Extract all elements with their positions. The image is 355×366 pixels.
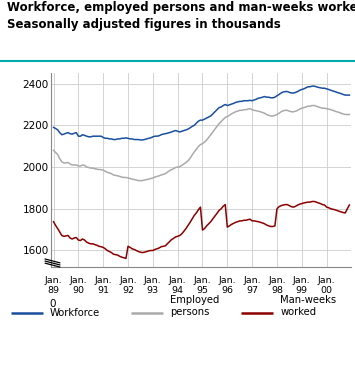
Text: Jan.: Jan. xyxy=(169,276,186,285)
Text: Jan.: Jan. xyxy=(243,276,261,285)
Text: 93: 93 xyxy=(147,285,159,295)
Text: 94: 94 xyxy=(172,285,184,295)
Text: Employed
persons: Employed persons xyxy=(170,295,220,317)
Text: Man-weeks
worked: Man-weeks worked xyxy=(280,295,337,317)
Text: Jan.: Jan. xyxy=(293,276,311,285)
Text: Jan.: Jan. xyxy=(119,276,137,285)
Text: Jan.: Jan. xyxy=(144,276,162,285)
Text: Jan.: Jan. xyxy=(318,276,335,285)
Text: Workforce: Workforce xyxy=(50,308,100,318)
Text: 89: 89 xyxy=(48,285,60,295)
Text: Jan.: Jan. xyxy=(194,276,211,285)
Text: Jan.: Jan. xyxy=(219,276,236,285)
Text: 96: 96 xyxy=(221,285,233,295)
Text: Workforce, employed persons and man-weeks worked.
Seasonally adjusted figures in: Workforce, employed persons and man-week… xyxy=(7,1,355,31)
Text: 98: 98 xyxy=(271,285,283,295)
Text: 91: 91 xyxy=(97,285,109,295)
Text: 99: 99 xyxy=(296,285,308,295)
Text: Jan.: Jan. xyxy=(45,276,62,285)
Text: 00: 00 xyxy=(321,285,333,295)
Text: Jan.: Jan. xyxy=(94,276,112,285)
Text: 0: 0 xyxy=(49,299,56,309)
Text: 90: 90 xyxy=(72,285,84,295)
Text: 92: 92 xyxy=(122,285,134,295)
Text: Jan.: Jan. xyxy=(268,276,286,285)
Text: 97: 97 xyxy=(246,285,258,295)
Text: Jan.: Jan. xyxy=(70,276,87,285)
Text: 95: 95 xyxy=(197,285,208,295)
